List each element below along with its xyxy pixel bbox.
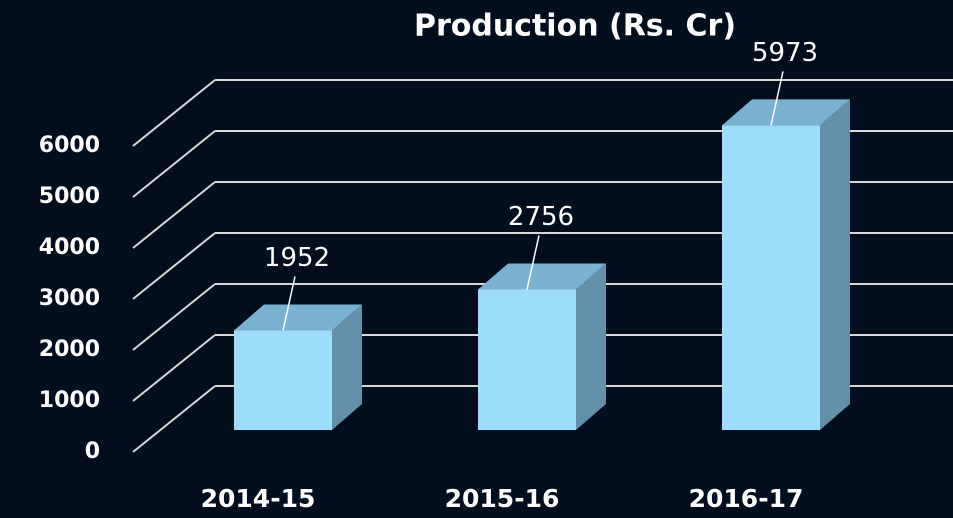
grid-line-diagonal bbox=[132, 130, 216, 198]
y-tick-label: 0 bbox=[85, 439, 100, 464]
y-tick-label: 2000 bbox=[39, 337, 100, 362]
grid-line-diagonal bbox=[132, 181, 216, 249]
value-label: 1952 bbox=[264, 243, 330, 273]
grid-line-diagonal bbox=[132, 334, 216, 402]
bar-side bbox=[576, 263, 606, 430]
value-label: 2756 bbox=[508, 202, 574, 232]
y-tick-label: 4000 bbox=[39, 235, 100, 260]
y-tick-label: 6000 bbox=[39, 133, 100, 158]
bar-top bbox=[234, 304, 362, 331]
x-tick-label: 2015-16 bbox=[445, 484, 560, 513]
leader-line bbox=[282, 276, 296, 331]
bar bbox=[478, 263, 606, 430]
x-tick-label: 2016-17 bbox=[689, 484, 804, 513]
y-tick-label: 3000 bbox=[39, 286, 100, 311]
chart-title: Production (Rs. Cr) bbox=[414, 9, 736, 44]
bar bbox=[722, 99, 850, 430]
grid-line-diagonal bbox=[132, 283, 216, 351]
bar-top bbox=[722, 99, 850, 126]
bar-front bbox=[478, 289, 576, 430]
grid-line-diagonal bbox=[132, 232, 216, 300]
leader-line bbox=[526, 235, 540, 290]
x-tick-label: 2014-15 bbox=[201, 484, 316, 513]
bar-front bbox=[234, 330, 332, 430]
bar-front bbox=[722, 125, 820, 430]
grid-line-diagonal bbox=[132, 385, 216, 453]
bar-side bbox=[332, 304, 362, 430]
bar bbox=[234, 304, 362, 430]
bar-top bbox=[478, 263, 606, 290]
grid-line-diagonal bbox=[132, 79, 216, 147]
value-label: 5973 bbox=[752, 38, 818, 68]
y-tick-label: 1000 bbox=[39, 388, 100, 413]
leader-line bbox=[770, 71, 784, 126]
y-tick-label: 5000 bbox=[39, 184, 100, 209]
bar-side bbox=[820, 99, 850, 430]
